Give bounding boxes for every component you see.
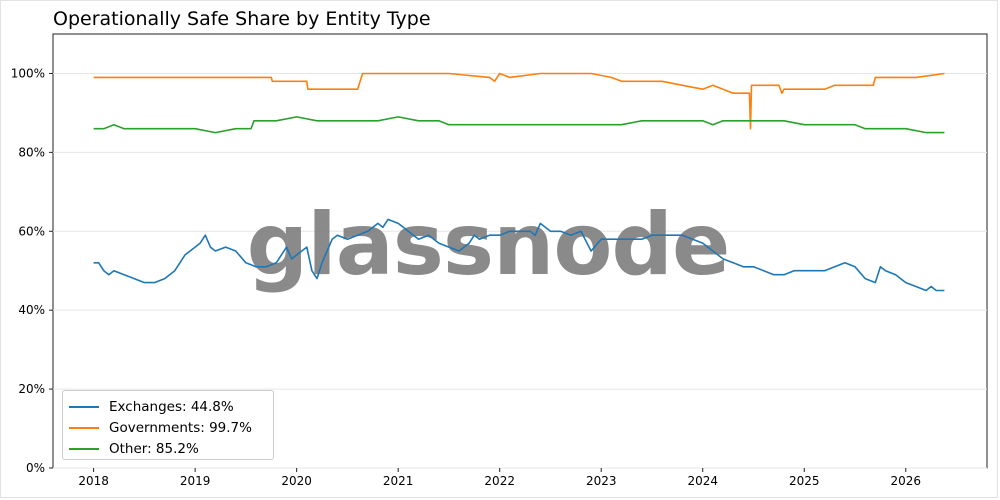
legend-item-exchanges: Exchanges: 44.8% <box>69 396 267 417</box>
watermark-logo: glassnode <box>247 195 730 295</box>
x-tick-label: 2022 <box>484 474 515 488</box>
watermark-layer: glassnode <box>247 195 731 295</box>
series-lines <box>93 72 945 292</box>
x-tick-label: 2023 <box>586 474 617 488</box>
x-tick-label: 2018 <box>78 474 109 488</box>
legend-item-other: Other: 85.2% <box>69 438 267 459</box>
x-axis-ticks: 2018 2019 2020 2021 2022 2023 2024 2025 2026 <box>78 468 921 488</box>
x-tick-label: 2025 <box>789 474 820 488</box>
y-tick-label: 20% <box>18 382 45 396</box>
legend-label-other: Other: 85.2% <box>109 440 199 457</box>
y-tick-label: 60% <box>18 224 45 238</box>
legend-label-governments: Governments: 99.7% <box>109 419 252 436</box>
x-tick-label: 2021 <box>383 474 414 488</box>
gridlines <box>53 72 987 469</box>
legend-item-governments: Governments: 99.7% <box>69 417 267 438</box>
y-tick-label: 100% <box>11 66 45 80</box>
series-line-governments <box>93 72 945 130</box>
series-line-other <box>93 116 945 134</box>
chart-title: Operationally Safe Share by Entity Type <box>53 8 431 30</box>
y-tick-label: 0% <box>26 461 45 475</box>
x-tick-label: 2024 <box>687 474 718 488</box>
x-tick-label: 2020 <box>281 474 312 488</box>
x-tick-label: 2026 <box>891 474 922 488</box>
legend-swatch-exchanges <box>69 405 99 408</box>
y-tick-label: 80% <box>18 145 45 159</box>
legend-swatch-governments <box>69 426 99 429</box>
legend: Exchanges: 44.8% Governments: 99.7% Othe… <box>62 390 274 460</box>
legend-label-exchanges: Exchanges: 44.8% <box>109 398 234 415</box>
y-axis-ticks: 0% 20% 40% 60% 80% 100% <box>11 66 53 475</box>
y-tick-label: 40% <box>18 303 45 317</box>
legend-swatch-other <box>69 447 99 450</box>
x-tick-label: 2019 <box>180 474 211 488</box>
series-line-exchanges <box>93 218 945 292</box>
